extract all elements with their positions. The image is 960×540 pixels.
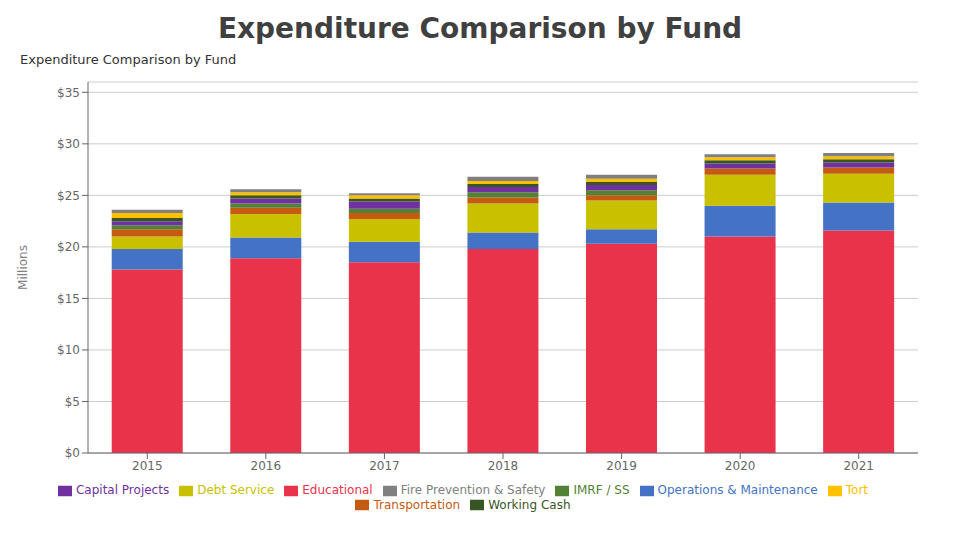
svg-text:$0: $0 — [65, 446, 80, 460]
html-text:Debt Service: Debt Service — [197, 483, 275, 497]
svg-text:2015: 2015 — [132, 459, 163, 473]
svg-text:$20: $20 — [57, 240, 80, 254]
html-text:Tort: Tort — [845, 483, 868, 497]
html-text:Expenditure Comparison by Fund: Expenditure Comparison by Fund — [217, 12, 743, 45]
svg-text:2020: 2020 — [725, 459, 756, 473]
svg-text:2021: 2021 — [843, 459, 874, 473]
svg-text:2016: 2016 — [251, 459, 282, 473]
html-text:Fire Prevention & Safety: Fire Prevention & Safety — [400, 483, 546, 497]
svg-text:2018: 2018 — [488, 459, 519, 473]
svg-text:$15: $15 — [57, 292, 80, 306]
svg-text:$5: $5 — [65, 395, 80, 409]
svg-text:2019: 2019 — [606, 459, 637, 473]
html-text:Expenditure Comparison by Fund: Expenditure Comparison by Fund — [20, 52, 237, 67]
svg-text:$10: $10 — [57, 343, 80, 357]
svg-text:$30: $30 — [57, 137, 80, 151]
html-text:Operations & Maintenance: Operations & Maintenance — [657, 483, 818, 497]
html-text:Transportation: Transportation — [373, 497, 461, 512]
html-text:IMRF / SS: IMRF / SS — [573, 483, 630, 497]
html-text:Capital Projects: Capital Projects — [76, 483, 170, 497]
svg-text:$25: $25 — [57, 189, 80, 203]
svg-text:2017: 2017 — [369, 459, 400, 473]
html-text:Working Cash: Working Cash — [488, 497, 571, 512]
html-text:Educational: Educational — [302, 483, 373, 497]
svg-text:Millions: Millions — [16, 245, 30, 290]
svg-text:$35: $35 — [57, 86, 80, 100]
